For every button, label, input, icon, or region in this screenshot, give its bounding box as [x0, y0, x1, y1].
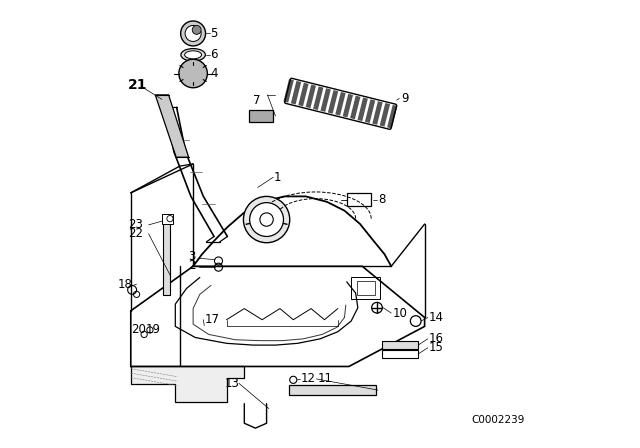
Bar [356, 281, 375, 295]
Text: 8: 8 [378, 193, 385, 206]
Bar [335, 92, 346, 116]
Text: 14: 14 [429, 311, 444, 324]
Text: 13: 13 [224, 377, 239, 390]
Text: 5: 5 [211, 27, 218, 40]
Text: 20: 20 [131, 323, 146, 336]
Bar [249, 111, 273, 121]
Circle shape [180, 21, 205, 46]
Bar [306, 85, 316, 108]
Text: 10: 10 [392, 306, 408, 319]
Text: 9: 9 [401, 92, 408, 105]
Bar [351, 277, 380, 299]
Text: 3: 3 [188, 250, 195, 263]
Text: 22: 22 [127, 227, 143, 240]
Circle shape [192, 26, 201, 34]
Text: 23: 23 [127, 218, 143, 231]
Bar [289, 385, 376, 395]
Polygon shape [131, 366, 244, 402]
Text: 11: 11 [317, 372, 332, 385]
Text: 1: 1 [274, 171, 282, 184]
Text: 4: 4 [211, 67, 218, 80]
Text: 12: 12 [301, 372, 316, 385]
Text: 21: 21 [127, 78, 147, 92]
Text: 19: 19 [145, 323, 161, 336]
Bar [291, 81, 301, 104]
Polygon shape [156, 95, 189, 157]
Text: 6: 6 [211, 48, 218, 61]
Bar [284, 79, 294, 103]
Bar [365, 99, 375, 123]
Text: 7: 7 [253, 94, 260, 107]
Circle shape [185, 26, 201, 42]
Text: 2: 2 [188, 259, 195, 272]
Circle shape [243, 196, 290, 243]
Bar [328, 90, 338, 114]
Bar [162, 214, 173, 224]
Bar [350, 95, 360, 119]
Bar [382, 349, 418, 358]
Bar [347, 193, 371, 206]
Ellipse shape [181, 48, 205, 61]
Ellipse shape [185, 51, 202, 59]
Text: 16: 16 [429, 332, 444, 345]
Bar [387, 105, 397, 129]
Circle shape [250, 202, 284, 237]
Bar [321, 88, 331, 112]
Text: 18: 18 [117, 278, 132, 291]
Circle shape [179, 59, 207, 88]
Bar [298, 83, 308, 106]
Text: 17: 17 [205, 313, 220, 326]
Bar [380, 103, 390, 127]
Text: C0002239: C0002239 [472, 415, 525, 425]
Bar [313, 86, 323, 110]
Text: 15: 15 [429, 341, 444, 354]
Bar [358, 98, 368, 121]
Bar [382, 340, 418, 349]
Bar [372, 101, 383, 125]
Bar [163, 222, 170, 295]
Bar [342, 94, 353, 117]
